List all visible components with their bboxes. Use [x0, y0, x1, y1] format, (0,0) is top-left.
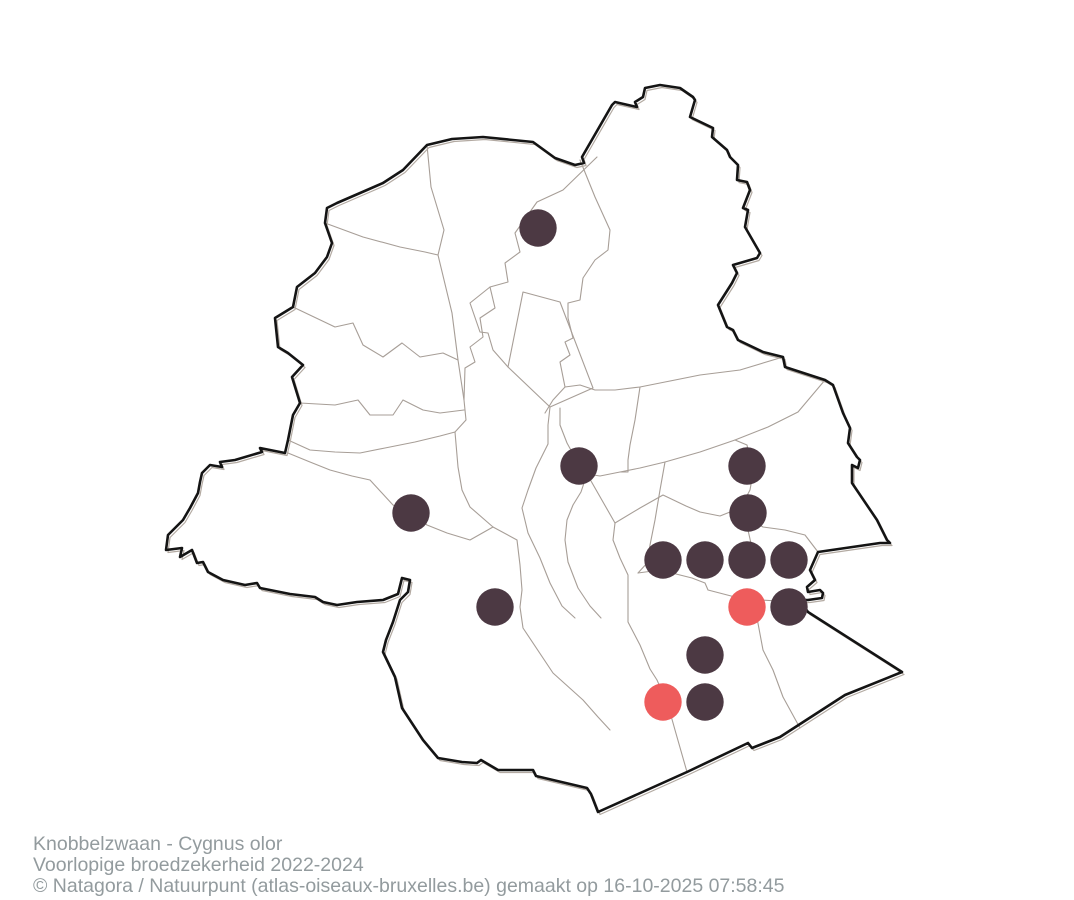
observation-dot-dark: [686, 636, 724, 674]
observation-dot-dark: [560, 447, 598, 485]
observation-dot-dark: [686, 683, 724, 721]
observation-dot-dark: [770, 541, 808, 579]
observation-dot-dark: [728, 541, 766, 579]
observation-dot-dark: [728, 447, 766, 485]
observation-dot-red: [728, 588, 766, 626]
caption-species: Knobbelzwaan - Cygnus olor: [33, 833, 283, 855]
observation-dot-red: [644, 683, 682, 721]
observation-dot-dark: [644, 541, 682, 579]
caption-subtitle: Voorlopige broedzekerheid 2022-2024: [33, 854, 364, 876]
observation-dots: [392, 209, 808, 721]
observation-dot-dark: [770, 588, 808, 626]
caption-credit: © Natagora / Natuurpunt (atlas-oiseaux-b…: [33, 875, 785, 897]
observation-dot-dark: [729, 494, 767, 532]
observation-dot-dark: [392, 494, 430, 532]
caption: Knobbelzwaan - Cygnus olor Voorlopige br…: [33, 834, 784, 897]
observation-dot-dark: [476, 588, 514, 626]
observation-dot-dark: [686, 541, 724, 579]
region-outline: [164, 83, 904, 814]
observation-dot-dark: [519, 209, 557, 247]
region-fill: [166, 85, 902, 812]
